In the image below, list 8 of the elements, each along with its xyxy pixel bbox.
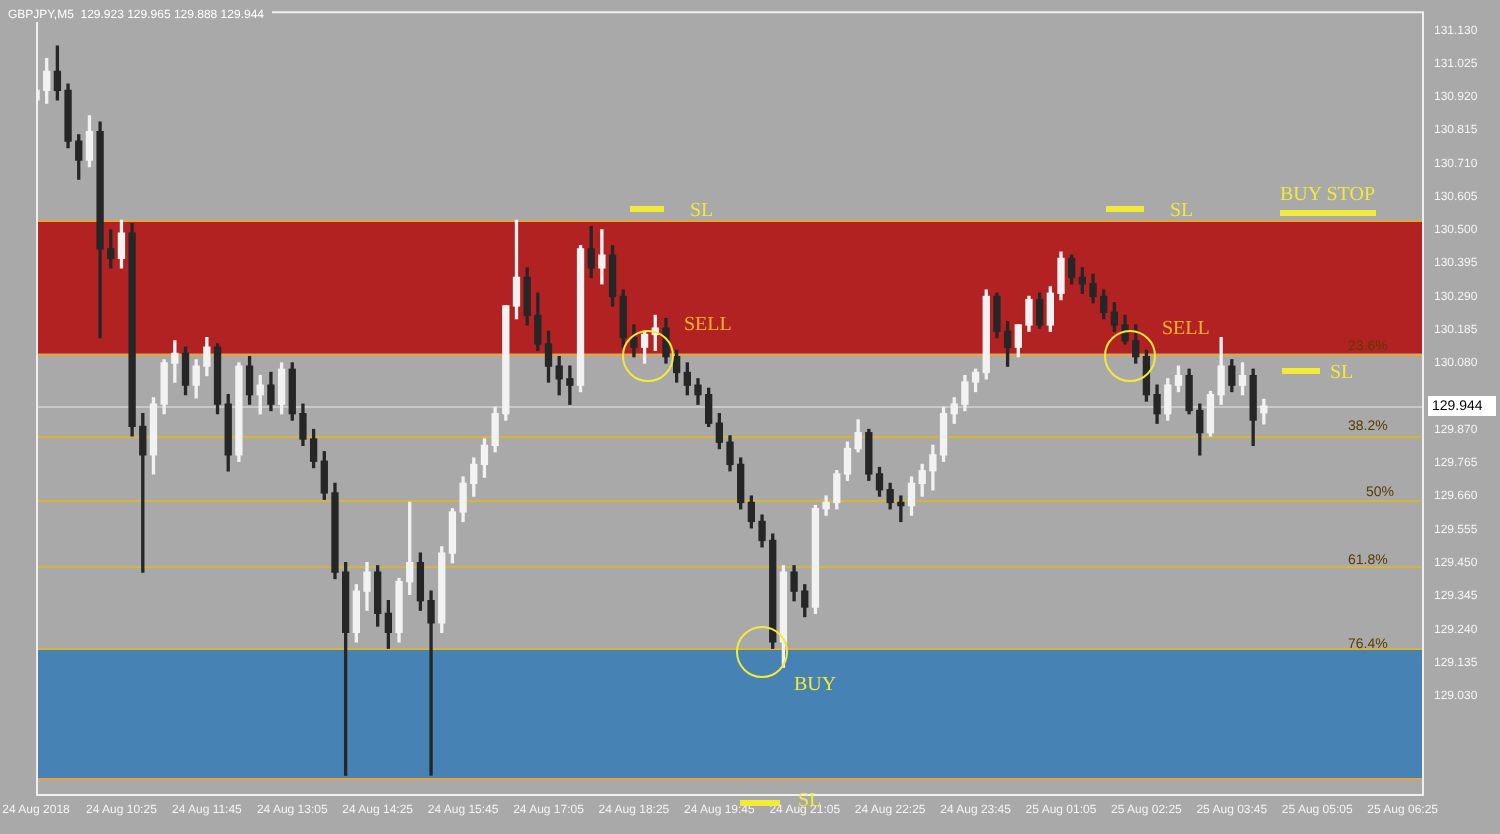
annotation: BUY STOP bbox=[1280, 184, 1376, 206]
annotation: SL bbox=[1170, 200, 1194, 222]
candlestick bbox=[598, 229, 606, 285]
annotation: BUY bbox=[794, 674, 837, 696]
annotation: SL bbox=[1330, 362, 1354, 384]
annotation: SELL bbox=[684, 314, 732, 336]
annotation: SL bbox=[690, 200, 714, 222]
annotation: SELL bbox=[1162, 318, 1210, 340]
